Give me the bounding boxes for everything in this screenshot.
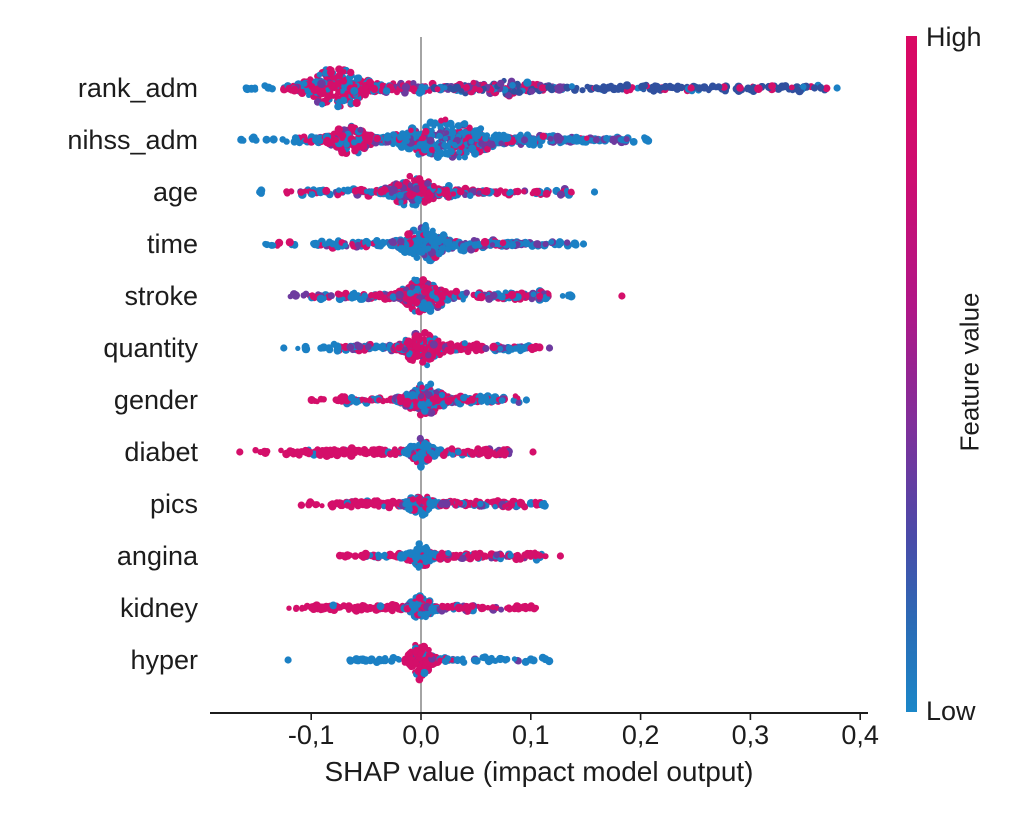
x-tick-label: -0,1 (287, 720, 335, 750)
colorbar-gradient (906, 36, 917, 712)
swarm-row-quantity (280, 329, 554, 369)
swarm-row-kidney (286, 592, 539, 621)
feature-label-hyper: hyper (130, 645, 198, 675)
swarm-row-rank_adm (242, 65, 841, 111)
x-tick-label: 0,0 (402, 720, 440, 750)
colorbar-low-label: Low (926, 696, 976, 726)
feature-label-rank_adm: rank_adm (77, 73, 198, 103)
x-tick-label: 0,3 (731, 720, 770, 750)
feature-label-nihss_adm: nihss_adm (67, 125, 198, 155)
feature-label-diabet: diabet (124, 437, 198, 467)
colorbar-high-label: High (926, 22, 982, 52)
feature-label-age: age (152, 177, 198, 207)
swarm-row-gender (307, 380, 531, 419)
feature-label-pics: pics (149, 489, 198, 519)
swarm-row-time (262, 221, 588, 265)
swarm-row-angina (335, 540, 565, 571)
swarm-row-stroke (287, 276, 626, 316)
swarm-row-nihss_adm (237, 116, 653, 161)
swarm-row-diabet (236, 434, 537, 471)
feature-label-time: time (146, 229, 198, 259)
feature-label-gender: gender (113, 385, 198, 415)
colorbar-title: Feature value (954, 292, 985, 452)
swarm-row-age (256, 172, 599, 209)
x-tick-label: 0,2 (621, 720, 660, 750)
feature-label-kidney: kidney (119, 593, 198, 623)
feature-label-stroke: stroke (124, 281, 198, 311)
swarm-row-pics (297, 493, 549, 519)
x-tick-label: 0,4 (841, 720, 879, 750)
feature-label-angina: angina (116, 541, 198, 571)
x-tick-label: 0,1 (512, 720, 550, 750)
swarm-row-hyper (284, 641, 554, 684)
feature-label-quantity: quantity (103, 333, 198, 363)
x-axis-title: SHAP value (impact model output) (324, 756, 754, 787)
